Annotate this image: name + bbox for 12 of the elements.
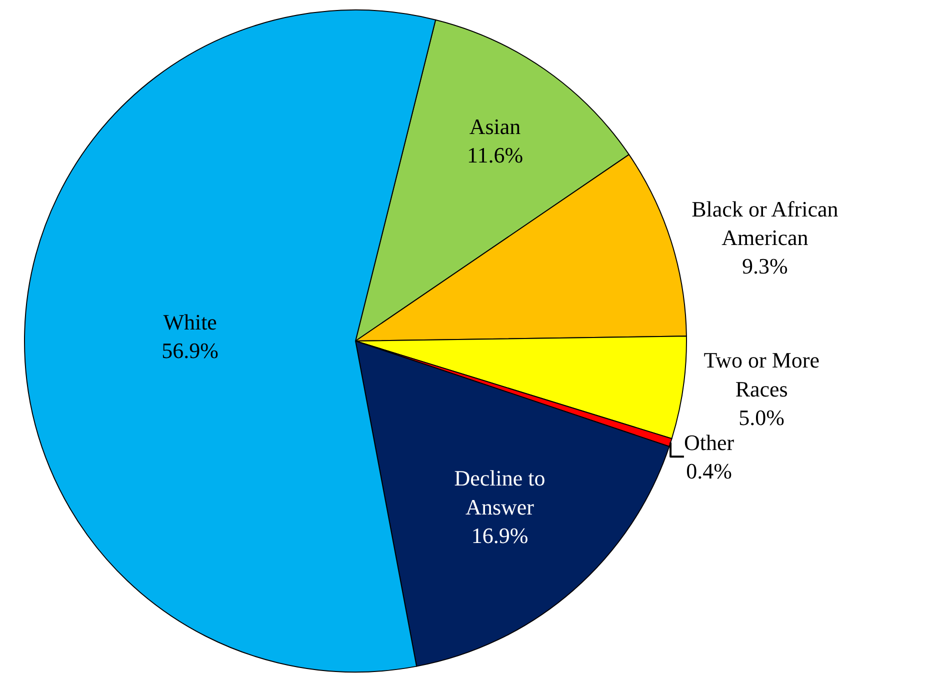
data-label: 11.6% [467, 142, 524, 168]
slice-label: Asian [469, 114, 521, 139]
slice-label: Two or More Races [704, 348, 820, 402]
data-label: 0.4% [686, 458, 732, 484]
data-label: 9.3% [742, 254, 788, 279]
data-label: 5.0% [738, 404, 785, 430]
slice-label: White [163, 309, 217, 334]
slice-label: Decline to Answer [454, 466, 546, 520]
slice-label: Black or African American [692, 196, 838, 250]
data-label: 16.9% [471, 522, 528, 548]
slice-label: Other [684, 430, 735, 455]
data-label: 56.9% [162, 338, 218, 363]
